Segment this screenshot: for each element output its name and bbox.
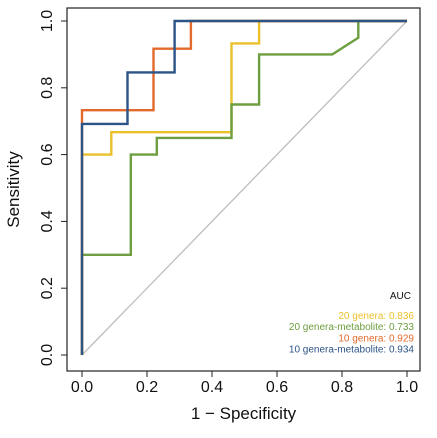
x-tick-label: 1.0 xyxy=(396,379,418,396)
legend-entry: 10 genera: 0.929 xyxy=(338,333,414,344)
roc-curve-10-genera-metabolite xyxy=(80,19,407,355)
y-tick-label: 0.8 xyxy=(39,77,56,99)
y-tick-label: 1.0 xyxy=(39,10,56,32)
x-tick-label: 0.4 xyxy=(201,379,223,396)
reference-diagonal xyxy=(81,20,408,356)
x-tick-label: 0.0 xyxy=(71,379,93,396)
y-axis-label: Sensitivity xyxy=(4,151,23,228)
y-axis: 0.0 0.2 0.4 0.6 0.8 1.0 xyxy=(39,10,67,366)
plot-frame xyxy=(66,7,421,372)
roc-curve-20-genera-metabolite xyxy=(80,19,407,355)
y-tick-label: 0.2 xyxy=(39,277,56,299)
legend-entry: 10 genera-metabolite: 0.934 xyxy=(289,345,415,356)
reference-line-layer xyxy=(81,20,408,356)
legend-entry: 20 genera-metabolite: 0.733 xyxy=(289,322,415,333)
legend-title: AUC xyxy=(390,291,411,302)
x-axis-label: 1 − Specificity xyxy=(191,404,297,423)
y-tick-label: 0.4 xyxy=(39,210,56,232)
x-tick-label: 0.8 xyxy=(331,379,353,396)
y-tick-label: 0.0 xyxy=(39,344,56,366)
x-axis: 0.0 0.2 0.4 0.6 0.8 1.0 xyxy=(71,371,418,396)
legend-entry: 20 genera: 0.836 xyxy=(338,311,414,322)
series-layer xyxy=(80,19,407,355)
y-tick-label: 0.6 xyxy=(39,143,56,165)
x-tick-label: 0.6 xyxy=(266,379,288,396)
x-tick-label: 0.2 xyxy=(136,379,158,396)
